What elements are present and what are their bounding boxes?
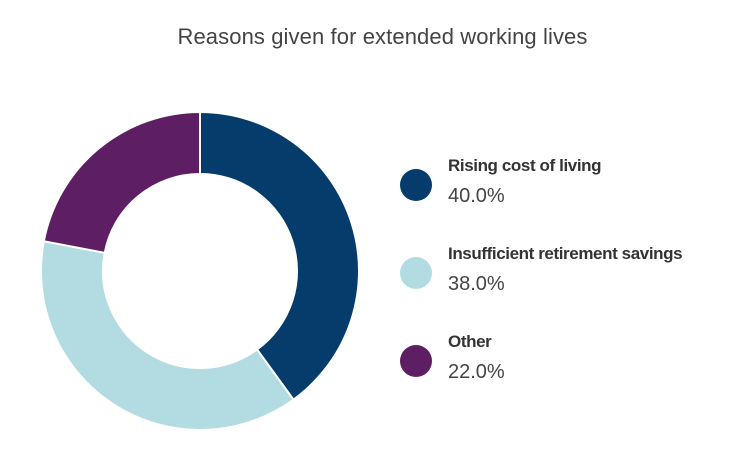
legend-swatch [400,345,432,377]
legend-item-other[interactable]: Other 22.0% [400,328,720,416]
legend-label: Insufficient retirement savings [448,244,683,263]
legend-label: Rising cost of living [448,156,602,175]
chart-title: Reasons given for extended working lives [177,24,588,49]
legend: Rising cost of living 40.0% Insufficient… [400,152,720,416]
donut-slice-insufficient-retirement-savings[interactable] [40,240,295,431]
legend-value: 40.0% [448,185,505,207]
legend-item-insufficient-savings[interactable]: Insufficient retirement savings 38.0% [400,240,720,328]
legend-swatch [400,169,432,201]
legend-item-rising-cost[interactable]: Rising cost of living 40.0% [400,152,720,240]
donut-slice-other[interactable] [42,110,201,254]
legend-value: 22.0% [448,361,505,383]
legend-swatch [400,257,432,289]
legend-label: Other [448,332,492,351]
legend-value: 38.0% [448,273,505,295]
donut-slice-rising-cost-of-living[interactable] [199,110,360,402]
